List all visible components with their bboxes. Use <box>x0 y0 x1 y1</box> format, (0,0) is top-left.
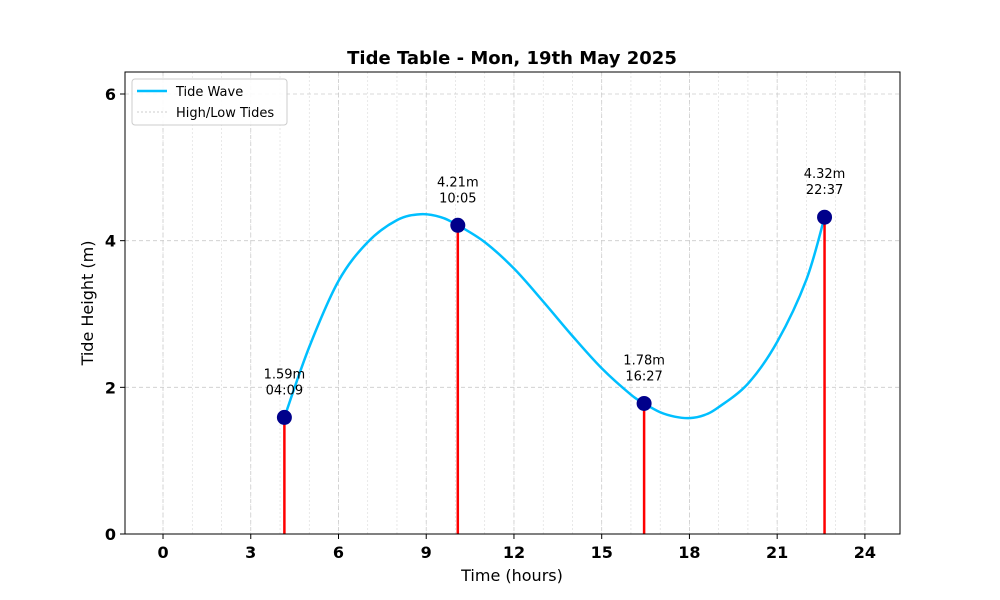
tide-time-label: 04:09 <box>266 383 303 398</box>
grid <box>125 72 900 535</box>
legend: Tide Wave High/Low Tides <box>131 78 288 126</box>
x-tick-label: 21 <box>766 543 788 562</box>
tide-height-label: 4.21m <box>437 175 479 190</box>
x-tick-label: 12 <box>503 543 525 562</box>
chart-title: Tide Table - Mon, 19th May 2025 <box>347 48 677 69</box>
x-tick-label: 9 <box>421 543 432 562</box>
x-tick-label: 24 <box>854 543 876 562</box>
tide-height-label: 1.78m <box>623 353 665 368</box>
x-tick-label: 6 <box>333 543 344 562</box>
tide-point <box>276 409 292 425</box>
y-axis-label: Tide Height (m) <box>78 241 97 367</box>
x-tick-label: 3 <box>245 543 256 562</box>
tide-time-label: 10:05 <box>439 191 476 206</box>
tide-time-label: 16:27 <box>625 369 662 384</box>
y-tick-label: 4 <box>105 232 116 251</box>
tide-point <box>636 395 652 411</box>
y-tick-label: 0 <box>105 525 116 544</box>
tide-time-label: 22:37 <box>806 183 843 198</box>
x-tick-label: 0 <box>157 543 168 562</box>
tide-height-label: 4.32m <box>804 167 846 182</box>
legend-label-tide-wave: Tide Wave <box>175 85 243 100</box>
tide-wave-line <box>283 212 826 420</box>
tide-point <box>817 209 833 225</box>
plot-frame <box>124 71 901 535</box>
x-tick-label: 15 <box>591 543 613 562</box>
tide-height-label: 1.59m <box>264 367 306 382</box>
x-axis-label: Time (hours) <box>460 566 563 585</box>
legend-label-high-low-tides: High/Low Tides <box>176 106 274 121</box>
legend-box <box>131 78 288 126</box>
y-tick-label: 2 <box>105 378 116 397</box>
y-tick-label: 6 <box>105 85 116 104</box>
x-tick-label: 18 <box>678 543 700 562</box>
tide-point <box>450 217 466 233</box>
